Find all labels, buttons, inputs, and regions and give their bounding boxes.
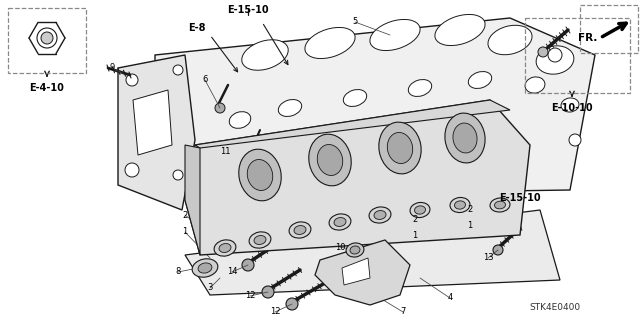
Circle shape — [242, 259, 254, 271]
Circle shape — [548, 48, 562, 62]
Ellipse shape — [214, 240, 236, 256]
Circle shape — [173, 65, 183, 75]
Text: STK4E0400: STK4E0400 — [529, 303, 580, 313]
Ellipse shape — [308, 134, 351, 186]
Ellipse shape — [254, 235, 266, 244]
Circle shape — [538, 47, 548, 57]
Ellipse shape — [374, 211, 386, 219]
Polygon shape — [315, 240, 410, 305]
Polygon shape — [342, 258, 370, 285]
Text: E-10-10: E-10-10 — [551, 103, 593, 113]
Text: 10: 10 — [335, 242, 345, 251]
Circle shape — [215, 103, 225, 113]
Ellipse shape — [495, 201, 506, 209]
Ellipse shape — [242, 40, 288, 70]
Ellipse shape — [346, 243, 364, 257]
Ellipse shape — [343, 90, 367, 107]
Circle shape — [173, 170, 183, 180]
Circle shape — [286, 298, 298, 310]
Polygon shape — [133, 90, 172, 155]
Text: E-8: E-8 — [188, 23, 205, 33]
Circle shape — [168, 73, 182, 87]
Ellipse shape — [247, 160, 273, 190]
Ellipse shape — [408, 79, 431, 96]
Bar — [580, 5, 638, 53]
Circle shape — [125, 163, 139, 177]
Ellipse shape — [192, 259, 218, 277]
Ellipse shape — [525, 77, 545, 93]
Text: E-15-10: E-15-10 — [227, 5, 269, 15]
Ellipse shape — [317, 145, 343, 175]
Text: 11: 11 — [220, 147, 230, 157]
Circle shape — [249, 146, 257, 154]
Ellipse shape — [350, 246, 360, 254]
Text: 8: 8 — [175, 268, 180, 277]
Text: 9: 9 — [109, 63, 115, 72]
Text: 2: 2 — [412, 216, 418, 225]
Ellipse shape — [435, 14, 485, 46]
Polygon shape — [185, 145, 200, 255]
Text: 5: 5 — [353, 18, 358, 26]
Text: 12: 12 — [244, 292, 255, 300]
Ellipse shape — [219, 243, 231, 252]
Text: 2: 2 — [467, 205, 472, 214]
Polygon shape — [118, 55, 195, 210]
Ellipse shape — [239, 149, 281, 201]
Circle shape — [262, 286, 274, 298]
Bar — [8, 8, 86, 73]
Text: E-4-10: E-4-10 — [29, 83, 65, 93]
Text: 1: 1 — [182, 227, 188, 236]
Ellipse shape — [369, 207, 391, 223]
Text: FR.: FR. — [578, 33, 597, 43]
Ellipse shape — [561, 98, 579, 112]
Ellipse shape — [454, 201, 465, 209]
Circle shape — [569, 134, 581, 146]
Ellipse shape — [468, 71, 492, 88]
Ellipse shape — [294, 226, 306, 234]
Ellipse shape — [198, 263, 212, 273]
Polygon shape — [155, 18, 595, 195]
Text: 2: 2 — [182, 211, 188, 219]
Text: 13: 13 — [483, 254, 493, 263]
Text: 12: 12 — [269, 308, 280, 316]
Ellipse shape — [370, 19, 420, 50]
Ellipse shape — [453, 123, 477, 153]
Polygon shape — [185, 100, 530, 255]
Text: 6: 6 — [202, 76, 208, 85]
Ellipse shape — [450, 197, 470, 212]
Ellipse shape — [289, 222, 311, 238]
Text: 1: 1 — [467, 220, 472, 229]
Ellipse shape — [329, 214, 351, 230]
Circle shape — [126, 74, 138, 86]
Ellipse shape — [249, 232, 271, 248]
Polygon shape — [195, 100, 510, 148]
Ellipse shape — [488, 25, 532, 55]
Polygon shape — [185, 210, 560, 295]
Circle shape — [203, 148, 217, 162]
Ellipse shape — [415, 206, 426, 214]
Text: 3: 3 — [207, 284, 212, 293]
Ellipse shape — [490, 198, 510, 212]
Ellipse shape — [410, 203, 430, 218]
Text: E-15-10: E-15-10 — [499, 193, 541, 203]
Circle shape — [493, 245, 503, 255]
Ellipse shape — [536, 46, 574, 74]
Text: 14: 14 — [227, 268, 237, 277]
Ellipse shape — [305, 27, 355, 59]
Text: 1: 1 — [412, 231, 418, 240]
Ellipse shape — [334, 218, 346, 226]
Text: 4: 4 — [447, 293, 452, 302]
Ellipse shape — [445, 113, 485, 163]
Bar — [525, 18, 630, 93]
Text: 7: 7 — [400, 308, 406, 316]
Ellipse shape — [379, 122, 421, 174]
Ellipse shape — [229, 112, 251, 128]
Ellipse shape — [278, 100, 301, 116]
Circle shape — [41, 32, 53, 44]
Ellipse shape — [387, 132, 413, 164]
Circle shape — [37, 28, 57, 48]
